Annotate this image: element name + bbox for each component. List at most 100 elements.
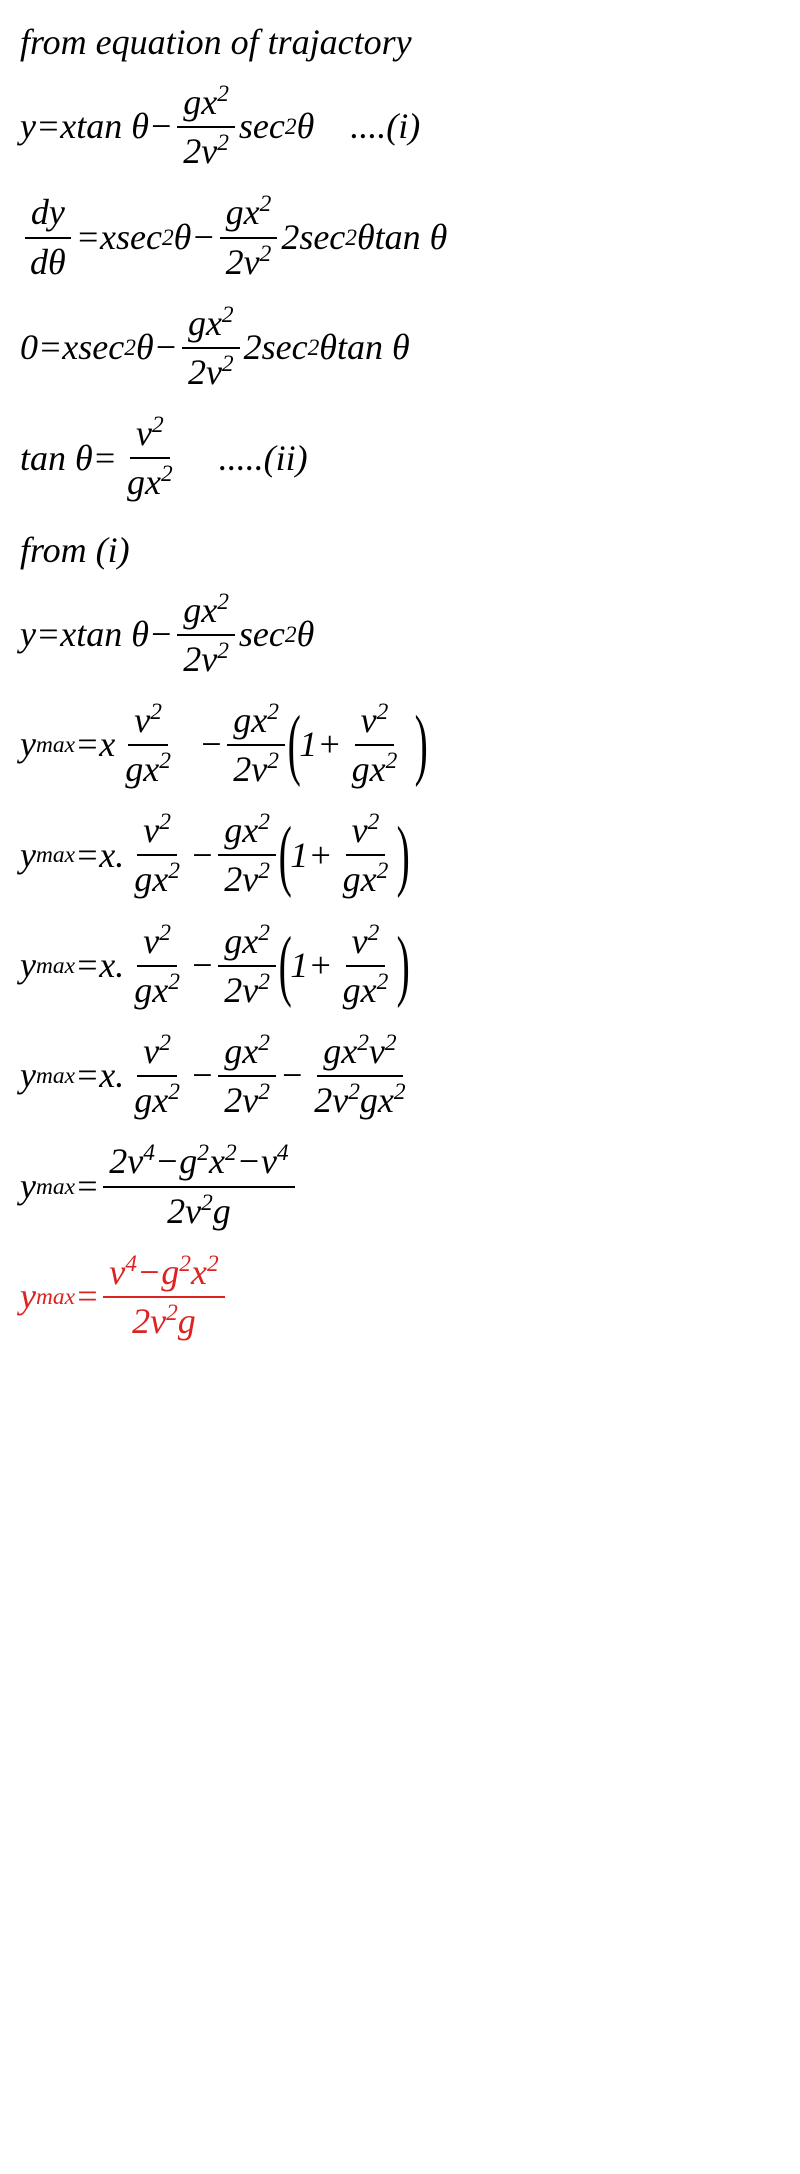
s: 2 <box>159 1030 171 1056</box>
fn: sec <box>116 209 162 267</box>
num-base: v <box>136 413 152 453</box>
fraction: v2 gx2 <box>128 809 186 901</box>
var: θ− <box>174 209 216 267</box>
paren-close: ) <box>415 725 428 765</box>
intro-text: from equation of trajactory <box>20 15 780 69</box>
lhs: y=x <box>20 606 76 664</box>
paren-open: ( <box>288 725 301 765</box>
fraction: gx2 2v2 <box>182 302 240 394</box>
var: θ <box>319 319 337 377</box>
as: 4 <box>125 1251 137 1277</box>
den-base: 2v <box>183 639 217 679</box>
fraction: gx2v2 2v2gx2 <box>308 1030 411 1122</box>
fraction: gx2 2v2 <box>218 809 276 901</box>
d: 2v <box>224 859 258 899</box>
fraction: gx2 2v2 <box>220 191 278 283</box>
eq: = <box>75 1158 99 1216</box>
d: 2v <box>224 970 258 1010</box>
m: − <box>137 1252 161 1292</box>
equation-ymax-5: ymax= 2v4−g2x2−v4 2v2g <box>20 1140 780 1232</box>
inner: 1+ <box>299 716 341 774</box>
den-sup: 2 <box>161 461 173 487</box>
equation-ymax-final: ymax= v4−g2x2 2v2g <box>20 1251 780 1343</box>
num-base: gx <box>183 82 217 122</box>
paren-close: ) <box>397 946 410 986</box>
lhs: y=x <box>20 98 76 156</box>
n: gx <box>224 1031 258 1071</box>
den-sup: 2 <box>217 638 229 664</box>
da: 2v <box>167 1191 201 1231</box>
var: θ <box>297 606 315 664</box>
paren-open: ( <box>279 836 292 876</box>
eq: =x. <box>75 937 124 995</box>
ref: ....(i) <box>314 98 420 156</box>
fn: sec <box>78 319 124 377</box>
s: 2 <box>159 920 171 946</box>
fraction-dy-dtheta: dy dθ <box>24 191 72 283</box>
fn: tan θ <box>337 319 410 377</box>
s: 2 <box>258 920 270 946</box>
fraction: v2 gx2 <box>337 809 395 901</box>
b: g <box>161 1252 179 1292</box>
cs: 2 <box>225 1140 237 1166</box>
da: 2v <box>132 1301 166 1341</box>
fraction: v2 gx2 <box>346 699 404 791</box>
fraction: v4−g2x2 2v2g <box>103 1251 224 1343</box>
den-sup: 2 <box>217 130 229 156</box>
den-base: gx <box>127 462 161 502</box>
fraction: v2 gx2 <box>128 1030 186 1122</box>
d: gx <box>125 749 159 789</box>
fn: tan θ− <box>76 606 173 664</box>
den-sup: 2 <box>260 241 272 267</box>
a: 2v <box>109 1141 143 1181</box>
y: y <box>20 716 36 774</box>
fraction: 2v4−g2x2−v4 2v2g <box>103 1140 294 1232</box>
equation-ymax-1: ymax=x v2 gx2 − gx2 2v2 ( 1+ v2 gx2 ) <box>20 699 780 791</box>
m: − <box>155 1141 179 1181</box>
d: gx <box>134 859 168 899</box>
paren-open: ( <box>279 946 292 986</box>
s: 2 <box>377 858 389 884</box>
n: v <box>352 921 368 961</box>
eq: =x <box>76 209 116 267</box>
coef: 2 <box>244 319 262 377</box>
n: v <box>352 810 368 850</box>
num-base: gx <box>183 590 217 630</box>
s: 2 <box>368 920 380 946</box>
var: θ <box>357 209 375 267</box>
fn: sec <box>299 209 345 267</box>
num-base: gx <box>226 192 260 232</box>
num-sup: 2 <box>152 412 164 438</box>
fraction: v2 gx2 <box>128 920 186 1012</box>
d: 2v <box>233 749 267 789</box>
sb: 2 <box>385 1030 397 1056</box>
num-sup: 2 <box>222 302 234 328</box>
lhs: 0=x <box>20 319 78 377</box>
paren-close: ) <box>397 836 410 876</box>
s: 2 <box>150 699 162 725</box>
sb: 2 <box>394 1079 406 1105</box>
fn: sec <box>239 606 285 664</box>
equation-ymax-2: ymax=x. v2 gx2 − gx2 2v2 ( 1+ v2 gx2 ) <box>20 809 780 901</box>
fraction: gx2 2v2 <box>218 920 276 1012</box>
bs: 2 <box>197 1140 209 1166</box>
db: gx <box>360 1080 394 1120</box>
sa: 2 <box>348 1079 360 1105</box>
d: gx <box>343 970 377 1010</box>
c: x <box>209 1141 225 1181</box>
s: 2 <box>377 699 389 725</box>
num-sup: 2 <box>217 589 229 615</box>
s: 2 <box>258 969 270 995</box>
fn: sec <box>239 98 285 156</box>
s: 2 <box>258 809 270 835</box>
cs: 2 <box>207 1251 219 1277</box>
from-i-text: from (i) <box>20 523 780 577</box>
equation-y-repeat: y=x tan θ− gx2 2v2 sec 2θ <box>20 589 780 681</box>
den-sup: 2 <box>222 351 234 377</box>
s: 2 <box>159 748 171 774</box>
minus: − <box>190 827 214 885</box>
s: 2 <box>386 748 398 774</box>
s: 2 <box>168 1079 180 1105</box>
fraction: gx2 2v2 <box>177 81 235 173</box>
minus: − <box>280 1047 304 1105</box>
